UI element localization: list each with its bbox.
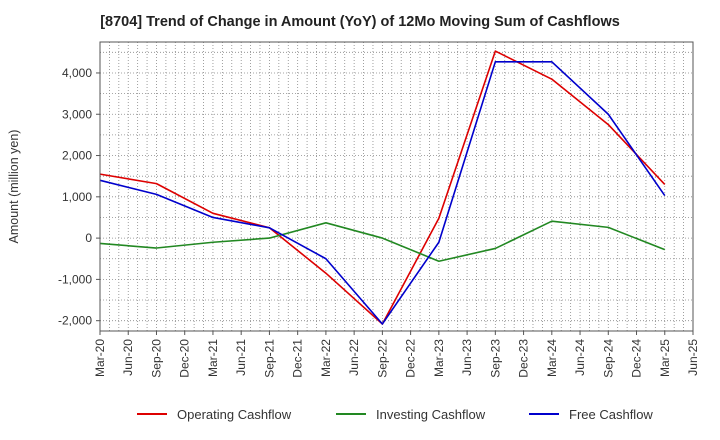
y-tick-label: 0 <box>85 231 92 245</box>
x-tick-label: Sep-21 <box>262 339 276 378</box>
x-tick-label: Jun-20 <box>121 339 135 376</box>
x-tick-label: Mar-22 <box>319 339 333 377</box>
x-tick-label: Mar-20 <box>93 339 107 377</box>
x-tick-label: Mar-23 <box>432 339 446 377</box>
investing-cashflow-line <box>99 220 666 263</box>
x-tick-label: Sep-24 <box>601 339 615 378</box>
x-tick-label: Jun-25 <box>686 339 700 376</box>
x-tick-label: Dec-23 <box>517 339 531 378</box>
y-tick-label: -2,000 <box>58 314 92 328</box>
x-tick-label: Sep-22 <box>375 339 389 378</box>
legend: Operating Cashflow Investing Cashflow Free… <box>137 407 653 422</box>
x-tick-label: Mar-25 <box>658 339 672 377</box>
free-cashflow-legend-label: Free Cashflow <box>569 407 653 422</box>
x-tick-label: Jun-23 <box>460 339 474 376</box>
operating-cashflow-legend-label: Operating Cashflow <box>177 407 292 422</box>
y-tick-label: 1,000 <box>62 190 92 204</box>
investing-cashflow-legend-label: Investing Cashflow <box>376 407 486 422</box>
chart-title: [8704] Trend of Change in Amount (YoY) o… <box>100 14 620 30</box>
y-tick-label: 4,000 <box>62 66 92 80</box>
y-axis-title: Amount (million yen) <box>7 130 21 244</box>
x-tick-label: Jun-22 <box>347 339 361 376</box>
y-tick-label: 3,000 <box>62 107 92 121</box>
x-tick-label: Dec-22 <box>404 339 418 378</box>
x-tick-label: Jun-24 <box>573 339 587 376</box>
x-tick-label: Sep-23 <box>488 339 502 378</box>
y-tick-label: -1,000 <box>58 272 92 286</box>
x-tick-label: Jun-21 <box>234 339 248 376</box>
series-layer <box>99 50 666 325</box>
x-tick-label: Sep-20 <box>149 339 163 378</box>
x-tick-label: Mar-24 <box>545 339 559 377</box>
x-tick-label: Mar-21 <box>206 339 220 377</box>
y-tick-label: 2,000 <box>62 149 92 163</box>
y-axis-ticks: -2,000 -1,000 0 1,000 2,000 3,000 4,000 <box>58 66 100 328</box>
plot-frame <box>99 41 694 332</box>
x-tick-label: Dec-21 <box>291 339 305 378</box>
x-tick-label: Dec-20 <box>178 339 192 378</box>
grid-layer <box>100 42 693 331</box>
free-cashflow-line <box>99 61 666 325</box>
x-axis-ticks: Mar-20 Jun-20 Sep-20 Dec-20 Mar-21 Jun-21 Sep-… <box>93 331 700 378</box>
operating-cashflow-line <box>99 50 666 325</box>
x-tick-label: Dec-24 <box>630 339 644 378</box>
